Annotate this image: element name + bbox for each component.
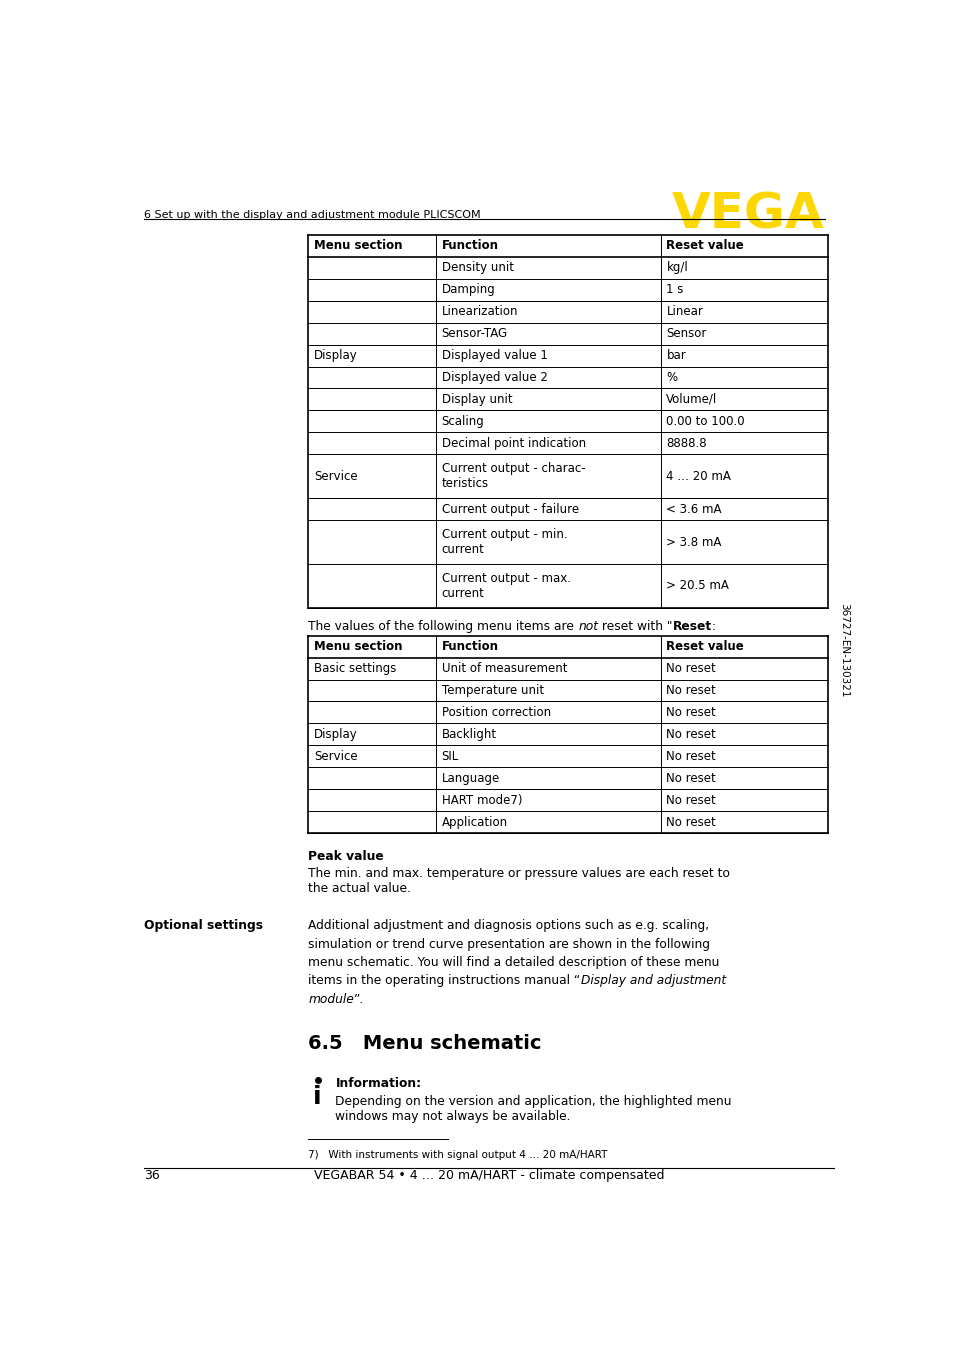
Text: kg/l: kg/l — [666, 261, 687, 275]
Text: Temperature unit: Temperature unit — [441, 684, 543, 697]
Text: 36: 36 — [144, 1169, 160, 1182]
Text: No reset: No reset — [666, 705, 716, 719]
Text: Information:: Information: — [335, 1078, 421, 1090]
Text: Reset value: Reset value — [666, 240, 743, 252]
Text: Application: Application — [441, 815, 507, 829]
Text: No reset: No reset — [666, 750, 716, 762]
Text: 8888.8: 8888.8 — [666, 437, 706, 450]
Text: > 3.8 mA: > 3.8 mA — [666, 536, 721, 548]
Text: Sensor: Sensor — [666, 328, 706, 340]
Text: Displayed value 1: Displayed value 1 — [441, 349, 547, 362]
Text: module: module — [308, 992, 354, 1006]
Bar — [308, 635, 827, 833]
Text: Current output - charac-
teristics: Current output - charac- teristics — [441, 462, 584, 490]
Text: VEGABAR 54 • 4 … 20 mA/HART - climate compensated: VEGABAR 54 • 4 … 20 mA/HART - climate co… — [314, 1169, 663, 1182]
Text: 0.00 to 100.0: 0.00 to 100.0 — [666, 414, 744, 428]
Text: 7)   With instruments with signal output 4 … 20 mA/HART: 7) With instruments with signal output 4… — [308, 1150, 607, 1159]
Text: menu schematic. You will find a detailed description of these menu: menu schematic. You will find a detailed… — [308, 956, 719, 969]
Text: Display: Display — [314, 728, 357, 741]
Text: Linearization: Linearization — [441, 305, 517, 318]
Text: Unit of measurement: Unit of measurement — [441, 662, 566, 676]
Text: No reset: No reset — [666, 815, 716, 829]
Text: reset with ": reset with " — [598, 620, 672, 634]
Text: 4 … 20 mA: 4 … 20 mA — [666, 470, 731, 483]
Text: Function: Function — [441, 240, 498, 252]
Text: Position correction: Position correction — [441, 705, 550, 719]
Text: Language: Language — [441, 772, 499, 785]
Text: Depending on the version and application, the highlighted menu
windows may not a: Depending on the version and application… — [335, 1095, 731, 1122]
Text: Function: Function — [441, 640, 498, 653]
Text: The values of the following menu items are: The values of the following menu items a… — [308, 620, 578, 634]
Text: Scaling: Scaling — [441, 414, 484, 428]
Text: Display unit: Display unit — [441, 393, 512, 406]
Text: Damping: Damping — [441, 283, 495, 297]
Text: simulation or trend curve presentation are shown in the following: simulation or trend curve presentation a… — [308, 938, 710, 951]
Text: bar: bar — [666, 349, 685, 362]
Text: Reset: Reset — [672, 620, 711, 634]
Text: VEGA: VEGA — [671, 190, 823, 238]
Text: Current output - failure: Current output - failure — [441, 502, 578, 516]
Text: Basic settings: Basic settings — [314, 662, 395, 676]
Text: No reset: No reset — [666, 662, 716, 676]
Text: Additional adjustment and diagnosis options such as e.g. scaling,: Additional adjustment and diagnosis opti… — [308, 919, 709, 933]
Text: Peak value: Peak value — [308, 850, 384, 862]
Text: Density unit: Density unit — [441, 261, 513, 275]
Text: Service: Service — [314, 750, 357, 762]
Text: 6.5   Menu schematic: 6.5 Menu schematic — [308, 1034, 541, 1053]
Text: Current output - min.
current: Current output - min. current — [441, 528, 567, 556]
Text: The min. and max. temperature or pressure values are each reset to
the actual va: The min. and max. temperature or pressur… — [308, 867, 730, 895]
Text: Optional settings: Optional settings — [144, 919, 263, 933]
Text: Volume/l: Volume/l — [666, 393, 717, 406]
Text: No reset: No reset — [666, 728, 716, 741]
Text: Menu section: Menu section — [314, 240, 402, 252]
Text: Sensor-TAG: Sensor-TAG — [441, 328, 507, 340]
Text: Display: Display — [314, 349, 357, 362]
Bar — [308, 234, 827, 608]
Text: items in the operating instructions manual “: items in the operating instructions manu… — [308, 975, 580, 987]
Text: Linear: Linear — [666, 305, 702, 318]
Text: No reset: No reset — [666, 772, 716, 785]
Text: > 20.5 mA: > 20.5 mA — [666, 580, 728, 593]
Text: i: i — [313, 1085, 321, 1109]
Text: 36727-EN-130321: 36727-EN-130321 — [839, 604, 849, 697]
Text: Displayed value 2: Displayed value 2 — [441, 371, 547, 385]
Text: Current output - max.
current: Current output - max. current — [441, 571, 570, 600]
Text: 6 Set up with the display and adjustment module PLICSCOM: 6 Set up with the display and adjustment… — [144, 210, 480, 221]
Text: HART mode7): HART mode7) — [441, 793, 521, 807]
Text: %: % — [666, 371, 677, 385]
Text: Service: Service — [314, 470, 357, 483]
Text: not: not — [578, 620, 598, 634]
Text: Backlight: Backlight — [441, 728, 497, 741]
Text: SIL: SIL — [441, 750, 458, 762]
Text: 1 s: 1 s — [666, 283, 683, 297]
Text: Display and adjustment: Display and adjustment — [580, 975, 725, 987]
Text: No reset: No reset — [666, 793, 716, 807]
Text: Decimal point indication: Decimal point indication — [441, 437, 585, 450]
Text: ”.: ”. — [354, 992, 364, 1006]
Text: < 3.6 mA: < 3.6 mA — [666, 502, 721, 516]
Text: :: : — [711, 620, 715, 634]
Text: No reset: No reset — [666, 684, 716, 697]
Text: Reset value: Reset value — [666, 640, 743, 653]
Text: Menu section: Menu section — [314, 640, 402, 653]
